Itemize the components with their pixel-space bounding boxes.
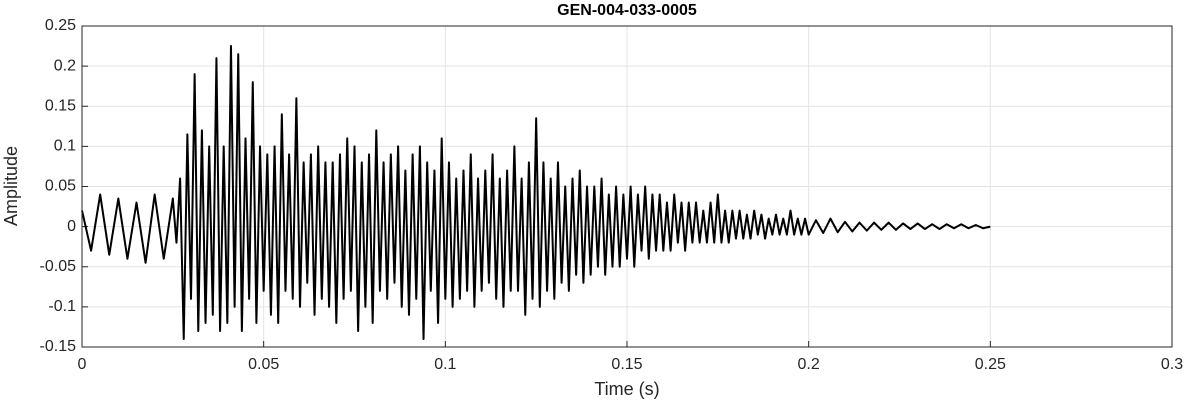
y-tick-label: 0.1 [54, 138, 76, 155]
x-tick-label: 0.2 [798, 356, 820, 373]
y-tick-label: 0 [67, 218, 76, 235]
y-tick-label: -0.15 [40, 338, 77, 355]
chart-title: GEN-004-033-0005 [557, 2, 697, 19]
x-tick-label: 0.3 [1161, 356, 1183, 373]
y-tick-label: -0.1 [48, 298, 76, 315]
y-tick-label: -0.05 [40, 258, 77, 275]
y-tick-label: 0.15 [45, 97, 76, 114]
x-tick-label: 0.25 [975, 356, 1006, 373]
x-tick-label: 0.05 [248, 356, 279, 373]
x-tick-label: 0.15 [611, 356, 642, 373]
x-tick-label: 0 [78, 356, 87, 373]
x-tick-label: 0.1 [434, 356, 456, 373]
axes-box [81, 25, 1173, 348]
x-axis-label: Time (s) [594, 379, 659, 399]
y-tick-label: 0.05 [45, 178, 76, 195]
signal-line [81, 45, 991, 340]
y-tick-label: 0.2 [54, 57, 76, 74]
y-tick-label: 0.25 [45, 17, 76, 34]
y-axis-label: Amplitude [1, 146, 21, 226]
